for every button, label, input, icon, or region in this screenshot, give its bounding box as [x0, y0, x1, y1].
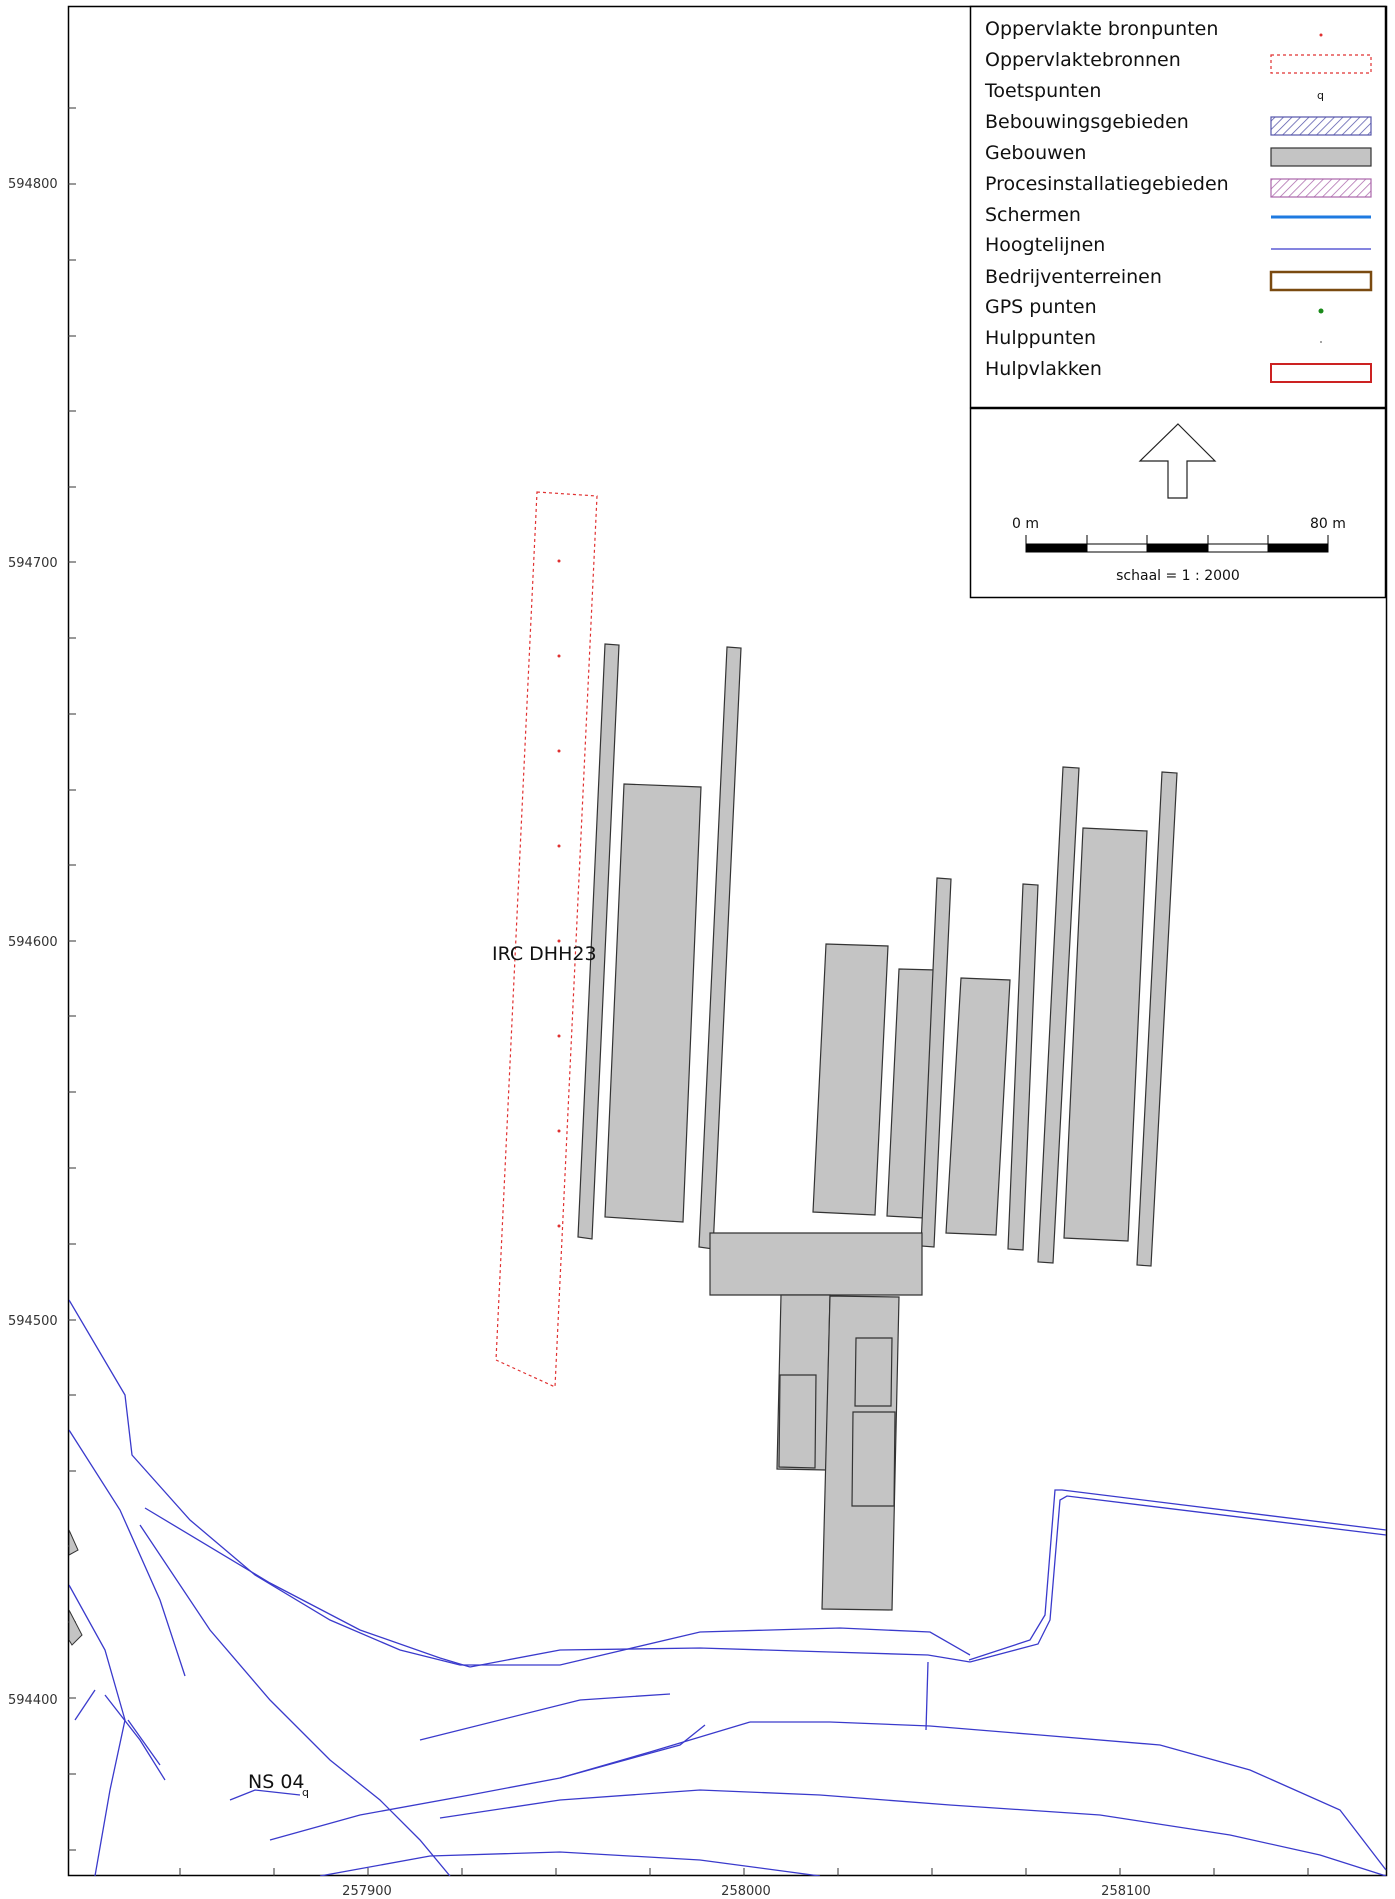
y-tick-label: 594600	[8, 935, 58, 950]
y-tick-label: 594800	[8, 177, 58, 192]
red-dashed-rect-icon	[1270, 54, 1372, 74]
source-point	[557, 844, 561, 848]
green-dot-icon	[1318, 308, 1324, 314]
building	[821, 1295, 900, 1611]
contour-lines	[69, 1299, 1387, 1876]
legend: Oppervlakte bronpunten Oppervlaktebronne…	[969, 5, 1387, 409]
building	[945, 977, 1011, 1236]
source-point	[557, 1129, 561, 1133]
building	[1063, 827, 1148, 1242]
blue-hatched-rect-icon	[1270, 116, 1372, 136]
x-tick-label: 258100	[1101, 1884, 1151, 1899]
y-tick-label: 594400	[8, 1693, 58, 1708]
legend-label: GPS punten	[985, 296, 1097, 318]
building	[854, 1337, 893, 1407]
x-tick-label: 258000	[721, 1884, 771, 1899]
building	[851, 1411, 896, 1507]
legend-label: Procesinstallatiegebieden	[985, 173, 1229, 195]
source-point	[557, 1224, 561, 1228]
y-tick-label: 594500	[8, 1314, 58, 1329]
building	[69, 1529, 79, 1556]
source-point	[557, 749, 561, 753]
building	[604, 783, 702, 1223]
x-axis-ticks	[179, 1868, 1309, 1876]
legend-box	[969, 5, 1387, 409]
building	[1037, 766, 1080, 1264]
building	[709, 1232, 923, 1296]
small-dot-icon	[1320, 341, 1322, 343]
x-tick-label: 257900	[342, 1884, 392, 1899]
legend-label: Gebouwen	[985, 142, 1086, 164]
test-point-icon: q	[1317, 89, 1324, 102]
source-points	[557, 559, 561, 1228]
legend-label: Bebouwingsgebieden	[985, 111, 1189, 133]
legend-label: Oppervlaktebronnen	[985, 49, 1181, 71]
scale-panel: 0 m 80 m schaal = 1 : 2000	[969, 407, 1387, 599]
building	[920, 877, 952, 1248]
test-point-label: NS 04	[248, 1771, 305, 1793]
scale-start-label: 0 m	[1012, 516, 1039, 532]
scale-end-label: 80 m	[1310, 516, 1346, 532]
purple-hatched-rect-icon	[1270, 178, 1372, 198]
source-point	[557, 654, 561, 658]
north-arrow-icon	[1138, 423, 1217, 499]
building	[69, 1609, 83, 1646]
source-point	[557, 559, 561, 563]
building	[1136, 771, 1178, 1267]
source-label: IRC DHH23	[492, 943, 597, 965]
building	[812, 943, 889, 1216]
scale-bar	[1025, 535, 1329, 553]
scale-text: schaal = 1 : 2000	[1116, 568, 1240, 584]
source-point	[557, 939, 561, 943]
legend-label: Hoogtelijnen	[985, 234, 1105, 256]
building	[778, 1374, 817, 1469]
red-dot-icon	[1319, 33, 1323, 37]
legend-label: Oppervlakte bronpunten	[985, 18, 1218, 40]
legend-label: Hulppunten	[985, 327, 1096, 349]
source-point	[557, 1034, 561, 1038]
brown-rect-icon	[1269, 270, 1373, 292]
red-rect-icon	[1270, 363, 1372, 383]
test-point-icon: q	[302, 1786, 309, 1799]
legend-label: Toetspunten	[984, 80, 1101, 102]
building	[1007, 883, 1039, 1251]
building	[776, 1294, 831, 1471]
building	[577, 643, 620, 1240]
legend-label: Bedrijventerreinen	[985, 266, 1162, 288]
y-tick-label: 594700	[8, 556, 58, 571]
legend-label: Schermen	[985, 204, 1081, 226]
gray-rect-icon	[1270, 147, 1372, 167]
buildings	[577, 643, 1178, 1611]
legend-label: Hulpvlakken	[985, 358, 1102, 380]
